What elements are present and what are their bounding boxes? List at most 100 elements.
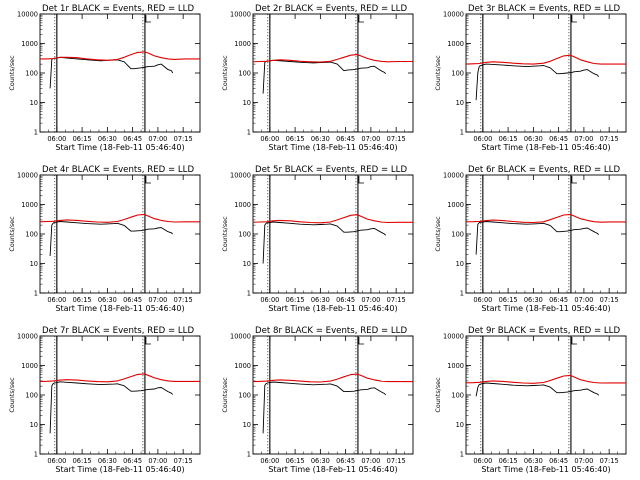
y-axis-label: Counts/sec bbox=[221, 216, 229, 252]
chart-title: Det 5r BLACK = Events, RED = LLD bbox=[255, 165, 407, 175]
y-tick-label: 10000 bbox=[17, 171, 38, 179]
x-tick-label: 06:15 bbox=[73, 296, 92, 304]
x-tick-label: 07:15 bbox=[174, 457, 193, 465]
x-tick-label: 06:00 bbox=[260, 296, 279, 304]
x-tick-label: 07:15 bbox=[387, 457, 406, 465]
chart-title: Det 4r BLACK = Events, RED = LLD bbox=[42, 165, 194, 175]
y-tick-label: 1 bbox=[247, 128, 251, 136]
lld-series-line bbox=[40, 51, 200, 61]
x-tick-label: 07:15 bbox=[600, 457, 619, 465]
x-tick-label: 07:00 bbox=[148, 296, 167, 304]
chart-title: Det 3r BLACK = Events, RED = LLD bbox=[468, 4, 620, 14]
y-tick-label: 10 bbox=[243, 421, 251, 429]
plot-frame bbox=[39, 174, 201, 294]
plot-frame bbox=[252, 335, 414, 455]
y-axis-label: Counts/sec bbox=[8, 216, 16, 252]
x-tick-label: 07:15 bbox=[387, 296, 406, 304]
y-tick-label: 100 bbox=[451, 69, 464, 77]
x-tick-label: 07:15 bbox=[387, 135, 406, 143]
marker-bracket bbox=[358, 176, 364, 184]
x-tick-label: 07:00 bbox=[361, 457, 380, 465]
lld-series-line bbox=[39, 213, 200, 223]
x-tick-label: 06:30 bbox=[311, 296, 330, 304]
x-tick-label: 07:00 bbox=[574, 135, 593, 143]
x-tick-label: 07:15 bbox=[174, 296, 193, 304]
y-tick-label: 1 bbox=[247, 289, 251, 297]
y-tick-label: 1000 bbox=[21, 40, 38, 48]
events-series-line bbox=[475, 221, 600, 255]
lld-series-line bbox=[252, 214, 413, 224]
lld-series-line bbox=[465, 374, 626, 384]
y-tick-label: 1 bbox=[247, 450, 251, 458]
chart-title: Det 7r BLACK = Events, RED = LLD bbox=[42, 326, 194, 336]
y-tick-label: 100 bbox=[451, 230, 464, 238]
plot-frame bbox=[39, 335, 201, 455]
plot-frame bbox=[252, 174, 414, 294]
y-tick-label: 10 bbox=[30, 260, 38, 268]
y-tick-label: 1000 bbox=[447, 362, 464, 370]
x-tick-label: 06:30 bbox=[98, 296, 117, 304]
x-axis-label: Start Time (18-Feb-11 05:46:40) bbox=[481, 465, 610, 474]
y-tick-label: 1000 bbox=[234, 362, 251, 370]
y-tick-label: 1000 bbox=[21, 201, 38, 209]
y-tick-label: 1 bbox=[460, 289, 464, 297]
y-tick-label: 10 bbox=[456, 99, 464, 107]
y-tick-label: 1 bbox=[34, 450, 38, 458]
y-tick-label: 10 bbox=[243, 99, 251, 107]
x-tick-label: 06:30 bbox=[98, 457, 117, 465]
x-axis-label: Start Time (18-Feb-11 05:46:40) bbox=[55, 304, 184, 313]
x-tick-label: 06:45 bbox=[123, 457, 142, 465]
x-tick-label: 06:45 bbox=[336, 457, 355, 465]
x-tick-label: 06:15 bbox=[499, 457, 518, 465]
x-tick-label: 06:30 bbox=[524, 457, 543, 465]
x-tick-label: 07:15 bbox=[174, 135, 193, 143]
chart-panel-5: Det 5r BLACK = Events, RED = LLD 1 10 100 10… bbox=[221, 165, 414, 313]
x-axis-label: Start Time (18-Feb-11 05:46:40) bbox=[55, 465, 184, 474]
chart-panel-9: Det 9r BLACK = Events, RED = LLD 1 10 100 10… bbox=[434, 326, 627, 474]
y-tick-label: 10 bbox=[30, 421, 38, 429]
events-series-line bbox=[262, 59, 387, 94]
x-tick-label: 06:45 bbox=[123, 135, 142, 143]
y-axis-label: Counts/sec bbox=[221, 55, 229, 91]
lld-series-line bbox=[465, 54, 626, 65]
x-axis-label: Start Time (18-Feb-11 05:46:40) bbox=[481, 304, 610, 313]
chart-title: Det 8r BLACK = Events, RED = LLD bbox=[255, 326, 407, 336]
marker-bracket bbox=[571, 337, 577, 345]
events-series-line bbox=[475, 382, 600, 397]
y-tick-label: 10000 bbox=[230, 332, 251, 340]
x-axis-label: Start Time (18-Feb-11 05:46:40) bbox=[55, 143, 184, 152]
y-axis-label: Counts/sec bbox=[8, 55, 16, 91]
plot-frame bbox=[39, 13, 201, 133]
x-tick-label: 06:45 bbox=[549, 135, 568, 143]
marker-bracket bbox=[358, 337, 364, 345]
lld-series-line bbox=[252, 54, 413, 63]
y-tick-label: 100 bbox=[451, 391, 464, 399]
x-tick-label: 06:30 bbox=[98, 135, 117, 143]
marker-bracket bbox=[358, 15, 364, 23]
x-tick-label: 06:30 bbox=[311, 135, 330, 143]
chart-panel-4: Det 4r BLACK = Events, RED = LLD 1 10 100 10… bbox=[8, 165, 201, 313]
y-tick-label: 100 bbox=[238, 230, 251, 238]
x-tick-label: 06:45 bbox=[549, 457, 568, 465]
y-tick-label: 1000 bbox=[234, 40, 251, 48]
x-tick-label: 06:15 bbox=[286, 457, 305, 465]
chart-title: Det 9r BLACK = Events, RED = LLD bbox=[468, 326, 620, 336]
y-tick-label: 1000 bbox=[447, 40, 464, 48]
events-series-line bbox=[262, 381, 387, 434]
x-axis-label: Start Time (18-Feb-11 05:46:40) bbox=[268, 143, 397, 152]
x-tick-label: 07:15 bbox=[600, 296, 619, 304]
marker-bracket bbox=[571, 176, 577, 184]
events-series-line bbox=[475, 63, 600, 101]
y-tick-label: 100 bbox=[25, 230, 38, 238]
lld-series-line bbox=[465, 213, 626, 224]
marker-bracket bbox=[571, 15, 577, 23]
y-tick-label: 100 bbox=[25, 391, 38, 399]
events-series-line bbox=[262, 221, 387, 264]
chart-title: Det 1r BLACK = Events, RED = LLD bbox=[42, 4, 194, 14]
x-tick-label: 06:30 bbox=[311, 457, 330, 465]
chart-panel-2: Det 2r BLACK = Events, RED = LLD 1 10 100 10… bbox=[221, 4, 414, 152]
plot-frame bbox=[465, 335, 627, 455]
x-tick-label: 06:45 bbox=[336, 296, 355, 304]
x-tick-label: 07:15 bbox=[600, 135, 619, 143]
y-tick-label: 10000 bbox=[443, 171, 464, 179]
